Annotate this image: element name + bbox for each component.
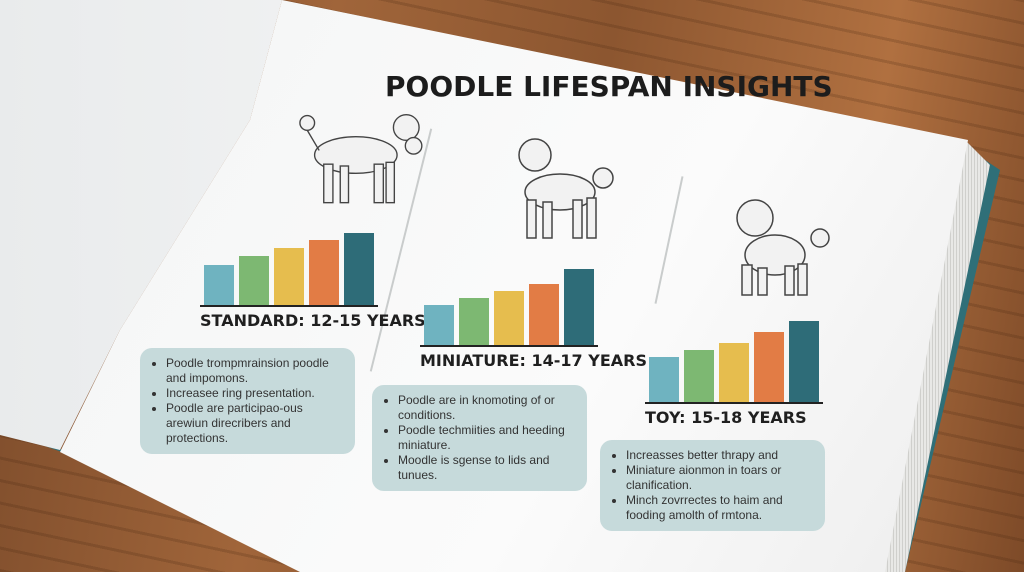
bar — [494, 291, 524, 345]
section-label: STANDARD: 12-15 YEARS — [200, 311, 426, 330]
bullet-item: Miniature aionmon in toars or clanificat… — [626, 463, 813, 493]
bar-chart — [200, 215, 378, 307]
bar — [649, 357, 679, 402]
bar — [239, 255, 269, 305]
bar — [719, 342, 749, 402]
bullet-item: Poodle are in knomoting of or conditions… — [398, 393, 575, 423]
section-label: TOY: 15-18 YEARS — [645, 408, 807, 427]
bullet-item: Increasses better thrapy and — [626, 448, 813, 463]
bullet-item: Moodle is sgense to lids and tunues. — [398, 453, 575, 483]
bar — [204, 264, 234, 305]
bar — [564, 268, 594, 345]
bar — [309, 240, 339, 305]
section-0: STANDARD: 12-15 YEARS — [200, 215, 426, 331]
bullet-item: Poodle trompmrainsion poodle and impomon… — [166, 356, 343, 386]
bar — [344, 233, 374, 305]
section-label: MINIATURE: 14-17 YEARS — [420, 351, 647, 370]
bar — [274, 248, 304, 305]
section-1: MINIATURE: 14-17 YEARS — [420, 255, 647, 371]
section-2: TOY: 15-18 YEARS — [645, 312, 823, 428]
bar — [459, 298, 489, 345]
page-title: POODLE LIFESPAN INSIGHTS — [385, 70, 833, 103]
info-panel: Poodle trompmrainsion poodle and impomon… — [140, 348, 355, 454]
bar — [789, 321, 819, 402]
bullet-item: Poodle techmiities and heeding miniature… — [398, 423, 575, 453]
bar — [754, 331, 784, 402]
bullet-item: Poodle are participao-ous arewiun direcr… — [166, 401, 343, 446]
bar-chart — [645, 312, 823, 404]
bullet-item: Minch zovrrectes to haim and fooding amo… — [626, 493, 813, 523]
bar — [424, 304, 454, 345]
info-panel: Poodle are in knomoting of or conditions… — [372, 385, 587, 491]
toy-poodle-illustration — [736, 199, 830, 296]
info-panel: Increasses better thrapy andMiniature ai… — [600, 440, 825, 531]
bar — [529, 283, 559, 345]
bar — [684, 349, 714, 402]
miniature-poodle-illustration — [518, 138, 614, 239]
bullet-item: Increasee ring presentation. — [166, 386, 343, 401]
bar-chart — [420, 255, 598, 347]
standard-poodle-illustration — [299, 113, 423, 204]
